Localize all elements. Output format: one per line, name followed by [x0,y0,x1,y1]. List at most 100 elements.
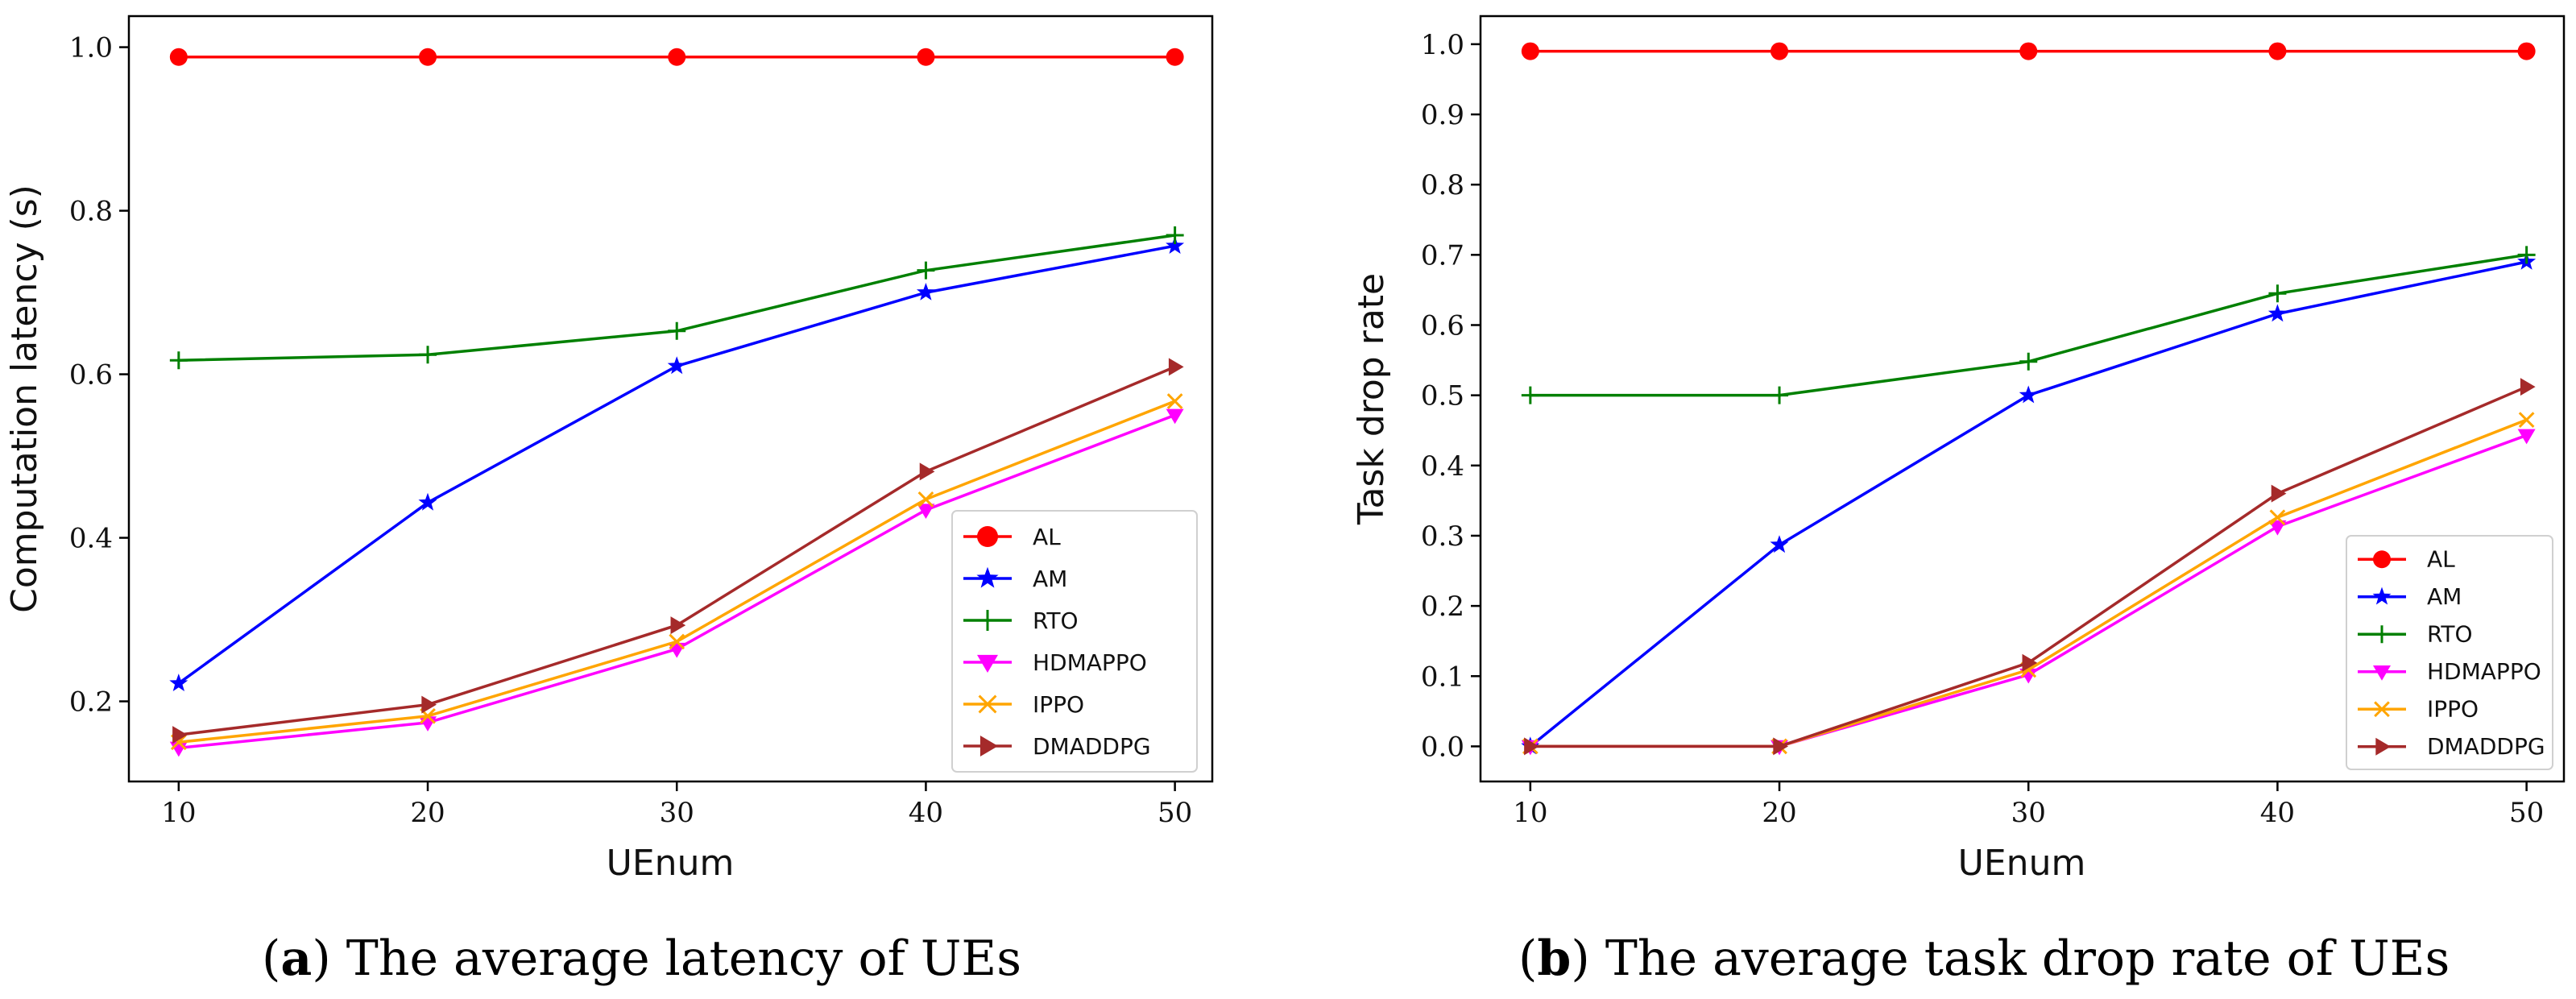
panel-a-caption: (a) The average latency of UEs [262,931,1021,987]
data-point-hdmappo [917,504,935,520]
y-tick-label: 0.3 [1421,520,1464,553]
panel-a-y-axis-label: Computation latency (s) [4,184,45,613]
legend-label: IPPO [1033,691,1084,718]
data-point-rto [2517,246,2536,264]
data-point-rto [2268,284,2287,303]
y-tick-label: 0.4 [69,523,113,555]
y-tick-label: 0.5 [1421,380,1464,412]
panel-a-y-ticks: 0.2 0.4 0.6 0.8 1.0 [69,32,129,719]
legend-item-hdmappo: HDMAPPO [2358,658,2541,685]
panel-b-caption-letter: b [1537,931,1571,987]
panel-b-caption: (b) The average task drop rate of UEs [1518,931,2450,987]
data-point-hdmappo [1166,408,1184,425]
legend-label: DMADDPG [2427,733,2545,760]
data-point-al [1166,48,1184,66]
data-point-rto [419,346,437,364]
data-point-dmaddpg [2022,653,2038,672]
data-point-al [668,48,686,66]
data-point-hdmappo [2517,429,2536,445]
legend-item-al: AL [2358,546,2455,573]
legend-marker-rto [2373,625,2391,644]
legend-marker-dmaddpg [2375,737,2391,756]
data-point-ippo [2518,412,2535,429]
legend-label: DMADDPG [1033,733,1151,760]
legend-item-ippo: IPPO [2358,696,2479,723]
legend-item-dmaddpg: DMADDPG [963,733,1151,760]
data-point-rto [1770,386,1789,404]
data-point-al [419,48,437,66]
x-tick-label: 50 [2509,797,2544,829]
x-tick-label: 20 [410,797,445,829]
data-point-am [2019,385,2038,404]
x-tick-label: 40 [909,797,943,829]
data-point-am [667,356,686,375]
data-point-dmaddpg [172,726,188,744]
y-tick-label: 0.9 [1421,99,1464,131]
series-dmaddpg [172,358,1184,744]
y-tick-label: 1.0 [1421,29,1464,61]
series-al [1521,42,2536,60]
y-tick-label: 0.4 [1421,450,1464,483]
panel-a-plot-area [127,15,1214,783]
y-tick-label: 0.2 [69,686,113,719]
x-tick-label: 40 [2260,797,2295,829]
series-line-rto [1530,253,2527,397]
data-point-rto [917,261,935,280]
y-tick-label: 0.8 [69,196,113,228]
series-ippo [170,393,1183,751]
data-point-am [418,492,437,511]
x-tick-label: 50 [1158,797,1192,829]
data-point-dmaddpg [670,616,686,635]
legend-item-rto: RTO [2358,621,2473,648]
panel-b-x-axis-label: UEnum [1958,843,2086,884]
legend-item-rto: RTO [963,607,1079,634]
legend-item-al: AL [963,524,1061,550]
data-point-al [1521,42,1539,60]
x-tick-label: 10 [161,797,196,829]
legend-item-ippo: IPPO [963,691,1084,718]
data-point-rto [668,321,686,340]
data-point-rto [1521,386,1539,404]
data-point-dmaddpg [1524,737,1539,756]
y-tick-label: 0.8 [1421,169,1464,201]
panel-b-y-ticks: 0.0 0.1 0.2 0.3 0.4 0.5 0.6 0.7 0.8 0.9 1.0 [1421,29,1481,763]
legend-item-hdmappo: HDMAPPO [963,649,1147,676]
y-tick-label: 0.6 [69,359,113,392]
data-point-rto [169,351,188,370]
data-point-dmaddpg [2271,484,2287,503]
panel-a-x-axis-label: UEnum [607,843,735,884]
data-point-ippo [2269,509,2286,526]
panel-b-plot-area [1479,15,2566,783]
legend-label: RTO [1033,607,1079,634]
legend-marker-al [977,526,998,547]
legend-marker-rto [977,610,998,631]
data-point-al [917,48,935,66]
legend-marker-al [2373,550,2391,569]
data-point-hdmappo [2268,520,2287,536]
data-point-ippo [917,491,934,508]
legend-label: AL [1033,524,1061,550]
y-tick-label: 0.2 [1421,591,1464,623]
data-point-ippo [669,633,685,650]
legend-item-dmaddpg: DMADDPG [2358,733,2545,760]
series-am [169,236,1185,691]
legend-marker-am [2372,587,2392,605]
panel-b-legend: AL AM RTO HDMAPPO IPPO DMADDPG [2346,535,2553,770]
data-point-am [1166,236,1185,254]
panel-b: 0.0 0.1 0.2 0.3 0.4 0.5 0.6 0.7 0.8 0.9 1.0 10 20 30… [1351,15,2566,987]
legend-marker-dmaddpg [979,736,998,757]
legend-label: AM [2427,583,2462,610]
data-point-al [2268,42,2287,60]
panel-a-x-ticks: 10 20 30 40 50 [161,781,1192,829]
data-point-rto [2019,352,2038,371]
x-tick-label: 30 [2011,797,2046,829]
legend-label: HDMAPPO [2427,658,2541,685]
y-tick-label: 0.1 [1421,661,1464,693]
panel-a-series [169,48,1185,757]
series-rto [169,226,1184,370]
series-al [169,48,1184,66]
legend-label: HDMAPPO [1033,649,1147,676]
panel-b-series [1521,42,2537,756]
data-point-al [2517,42,2536,60]
